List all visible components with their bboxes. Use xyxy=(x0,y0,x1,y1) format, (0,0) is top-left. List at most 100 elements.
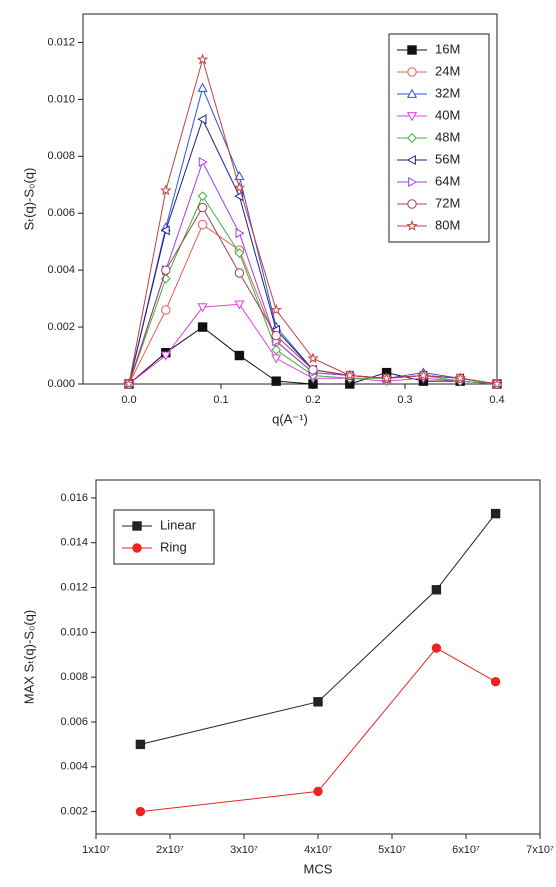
marker xyxy=(160,184,172,196)
marker xyxy=(135,739,146,750)
marker xyxy=(123,377,135,389)
marker xyxy=(380,372,393,384)
x-tick-label: 6x10⁷ xyxy=(452,844,480,856)
plot-frame xyxy=(82,13,498,385)
marker xyxy=(407,133,417,143)
marker xyxy=(407,67,417,77)
marker xyxy=(161,265,171,275)
marker xyxy=(161,305,171,315)
marker xyxy=(407,45,417,55)
marker xyxy=(431,643,442,653)
y-tick-label: 0.006 xyxy=(47,207,75,219)
marker xyxy=(234,248,245,258)
y-axis-title: Sₜ(q)-S₀(q) xyxy=(21,168,36,231)
x-axis-title: MCS xyxy=(304,861,333,876)
marker xyxy=(307,352,319,364)
legend-label: Linear xyxy=(160,517,197,532)
x-tick-label: 0.0 xyxy=(121,394,136,406)
marker xyxy=(431,585,442,595)
y-tick-label: 0.012 xyxy=(47,36,75,48)
legend-label: 80M xyxy=(435,217,460,232)
legend-label: 64M xyxy=(435,173,460,188)
marker xyxy=(406,219,418,231)
marker xyxy=(197,322,208,332)
series-line xyxy=(140,513,496,745)
legend-label: 24M xyxy=(435,63,460,78)
marker xyxy=(235,228,245,239)
marker xyxy=(407,199,417,209)
marker xyxy=(271,376,281,386)
marker xyxy=(160,351,171,361)
y-tick-label: 0.000 xyxy=(47,378,75,390)
marker xyxy=(417,369,430,381)
legend-label: 72M xyxy=(435,195,460,210)
y-tick-label: 0.012 xyxy=(60,581,88,593)
y-tick-label: 0.008 xyxy=(47,150,75,162)
marker xyxy=(197,191,208,202)
marker xyxy=(406,154,416,166)
marker xyxy=(135,806,146,817)
marker xyxy=(197,82,208,92)
marker xyxy=(132,521,142,531)
marker xyxy=(308,365,318,375)
marker xyxy=(234,300,245,310)
marker xyxy=(234,268,245,278)
x-tick-label: 0.2 xyxy=(305,394,320,406)
x-tick-label: 1x10⁷ xyxy=(82,844,110,856)
marker xyxy=(234,171,245,181)
marker xyxy=(271,330,281,341)
marker xyxy=(197,202,208,213)
marker xyxy=(270,303,282,315)
series-line xyxy=(140,647,496,813)
x-tick-label: 0.1 xyxy=(213,394,228,406)
y-tick-label: 0.002 xyxy=(60,806,88,818)
marker xyxy=(408,176,418,188)
marker xyxy=(490,676,501,687)
y-tick-label: 0.004 xyxy=(60,761,88,773)
y-axis-title: MAX Sₜ(q)-S₀(q) xyxy=(21,610,36,704)
y-tick-label: 0.008 xyxy=(60,671,88,683)
legend-box xyxy=(113,509,215,565)
x-tick-label: 3x10⁷ xyxy=(230,844,258,856)
legend-label: 40M xyxy=(435,107,460,122)
marker xyxy=(198,156,208,168)
x-axis-title: q(A⁻¹) xyxy=(272,411,308,426)
marker xyxy=(160,225,170,236)
legend-label: 48M xyxy=(435,129,460,144)
y-tick-label: 0.010 xyxy=(47,93,75,105)
y-tick-label: 0.006 xyxy=(60,716,88,728)
x-tick-label: 5x10⁷ xyxy=(378,844,406,856)
marker xyxy=(233,181,246,193)
y-tick-label: 0.004 xyxy=(47,264,75,276)
marker xyxy=(234,350,245,361)
marker xyxy=(313,697,323,707)
marker xyxy=(406,88,418,98)
legend-label: 32M xyxy=(435,85,460,100)
y-tick-label: 0.016 xyxy=(60,492,88,504)
marker xyxy=(406,112,418,122)
y-tick-label: 0.014 xyxy=(60,537,88,549)
marker xyxy=(490,508,501,519)
y-tick-label: 0.010 xyxy=(60,626,88,638)
x-tick-label: 2x10⁷ xyxy=(156,844,184,856)
x-tick-label: 0.3 xyxy=(397,394,412,406)
marker xyxy=(271,344,282,355)
y-tick-label: 0.002 xyxy=(47,321,75,333)
marker xyxy=(454,372,466,384)
marker xyxy=(313,786,323,797)
x-tick-label: 0.4 xyxy=(489,394,504,406)
marker xyxy=(491,377,503,389)
legend-label: 16M xyxy=(435,41,460,56)
marker xyxy=(197,303,208,313)
x-tick-label: 4x10⁷ xyxy=(304,844,332,856)
legend-label: Ring xyxy=(160,539,187,554)
x-tick-label: 7x10⁷ xyxy=(526,844,554,856)
legend-box xyxy=(388,33,490,243)
marker xyxy=(197,114,207,125)
marker xyxy=(132,543,142,553)
marker xyxy=(196,53,209,65)
marker xyxy=(271,354,282,364)
marker xyxy=(344,369,356,381)
